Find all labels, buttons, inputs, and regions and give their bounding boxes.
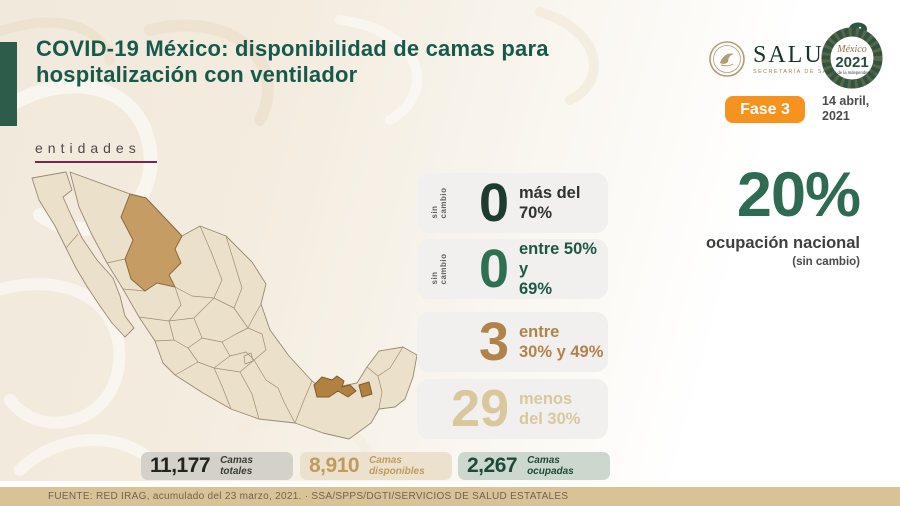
- phase-badge: Fase 3: [725, 96, 805, 123]
- state-borders: [65, 225, 404, 424]
- date-label: 14 abril, 2021: [822, 94, 870, 123]
- entities-label: entidades: [35, 140, 141, 156]
- source-footer: FUENTE: RED IRAG, acumulado del 23 marzo…: [0, 487, 900, 506]
- national-occupancy: 20% ocupación nacional (sin cambio): [698, 160, 861, 268]
- available-beds-label: Camas disponibles: [369, 455, 425, 477]
- total-beds-label: Camas totales: [220, 455, 253, 477]
- mexico-2021-brand: México: [836, 44, 866, 55]
- occupied-beds-value: 2,267: [467, 454, 518, 477]
- mexico-2021-tagline: Año de la Independencia: [829, 70, 876, 75]
- mexico-2021-year: 2021: [835, 54, 868, 71]
- total-beds-pill: 11,177 Camas totales: [141, 452, 293, 480]
- occupied-beds-pill: 2,267 Camas ocupadas: [458, 452, 610, 480]
- band-label: entre 30% y 49%: [519, 323, 604, 361]
- band-count: 3: [478, 312, 509, 372]
- band-menos-del-30: 29 menos del 30%: [417, 379, 608, 439]
- state-tabasco-east-lobe: [358, 381, 373, 398]
- band-count: 0: [478, 173, 509, 233]
- salud-logo-subtitle: SECRETARÍA DE SALUD: [753, 69, 844, 75]
- occupied-beds-label: Camas ocupadas: [527, 455, 574, 477]
- band-mas-del-70: sin cambio 0 más del 70%: [417, 173, 608, 233]
- available-beds-pill: 8,910 Camas disponibles: [300, 452, 452, 480]
- band-label: entre 50% y 69%: [519, 240, 597, 298]
- state-chihuahua-highlight: [120, 193, 183, 292]
- page-title: COVID-19 México: disponibilidad de camas…: [36, 36, 549, 87]
- band-entre-30-49: 3 entre 30% y 49%: [417, 312, 608, 372]
- band-count: 0: [478, 239, 509, 299]
- footer-divider: [0, 481, 900, 487]
- title-accent-bar: [0, 42, 17, 126]
- national-occupancy-label: ocupación nacional: [705, 234, 860, 252]
- band-entre-50-69: sin cambio 0 entre 50% y 69%: [417, 239, 608, 299]
- mexico-choropleth-map: [31, 171, 418, 440]
- salud-eagle-emblem-icon: [709, 41, 745, 77]
- entities-underline: [35, 161, 157, 163]
- national-occupancy-value: 20%: [736, 160, 861, 230]
- band-label: menos del 30%: [519, 390, 581, 428]
- available-beds-value: 8,910: [309, 454, 360, 477]
- national-occupancy-note: (sin cambio): [792, 256, 860, 268]
- band-count: 29: [451, 380, 509, 438]
- baja-peninsula: [31, 171, 135, 338]
- mexico-2021-logo: México 2021 Año de la Independencia: [820, 20, 884, 95]
- state-tabasco-highlight: [313, 375, 357, 398]
- total-beds-value: 11,177: [150, 454, 211, 477]
- band-label: más del 70%: [519, 184, 581, 222]
- occupancy-bands: sin cambio 0 más del 70% sin cambio 0 en…: [417, 173, 608, 443]
